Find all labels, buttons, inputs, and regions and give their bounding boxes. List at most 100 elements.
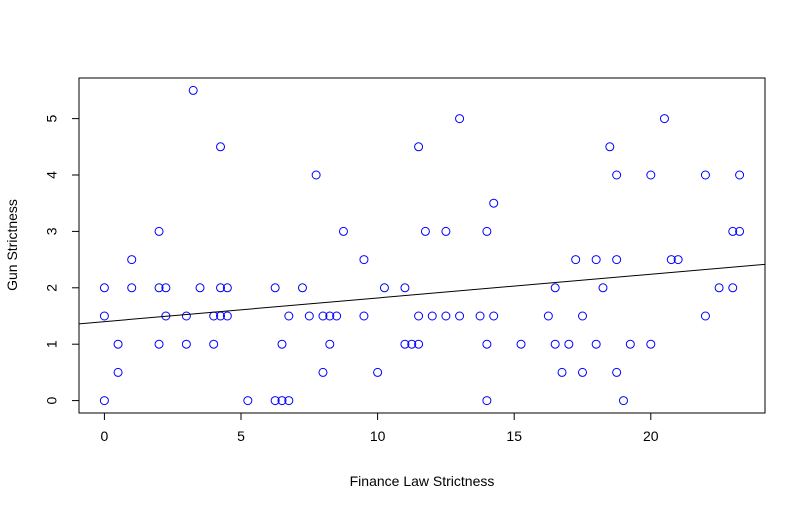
point (414, 142, 424, 152)
point (591, 339, 601, 349)
point (427, 311, 437, 321)
x-tick-label: 20 (643, 428, 659, 444)
point (591, 255, 601, 265)
point (332, 311, 342, 321)
point (99, 283, 109, 293)
y-tick-label: 2 (44, 284, 60, 292)
x-tick-label: 15 (506, 428, 522, 444)
point (666, 255, 676, 265)
point (99, 311, 109, 321)
point (325, 311, 335, 321)
point (735, 226, 745, 236)
point (700, 170, 710, 180)
point (612, 367, 622, 377)
point (625, 339, 635, 349)
trend-line (79, 263, 765, 325)
plot-frame (78, 77, 766, 414)
point (578, 367, 588, 377)
point (181, 339, 191, 349)
point (728, 226, 738, 236)
point (714, 283, 724, 293)
point (489, 198, 499, 208)
point (489, 311, 499, 321)
point (455, 114, 465, 124)
point (277, 396, 287, 406)
point (154, 226, 164, 236)
point (195, 283, 205, 293)
point (475, 311, 485, 321)
point (441, 226, 451, 236)
point (318, 311, 328, 321)
point (127, 255, 137, 265)
point (557, 367, 567, 377)
point (646, 339, 656, 349)
point (441, 311, 451, 321)
point (154, 283, 164, 293)
y-tick-label: 1 (44, 340, 60, 348)
point (113, 367, 123, 377)
x-tick-label: 5 (237, 428, 245, 444)
point (338, 226, 348, 236)
point (216, 142, 226, 152)
point (113, 339, 123, 349)
point (359, 311, 369, 321)
point (578, 311, 588, 321)
point (222, 311, 232, 321)
point (161, 283, 171, 293)
point (728, 283, 738, 293)
point (127, 283, 137, 293)
point (400, 283, 410, 293)
x-tick-label: 10 (370, 428, 386, 444)
point (564, 339, 574, 349)
point (612, 255, 622, 265)
point (543, 311, 553, 321)
y-tick-label: 5 (44, 115, 60, 123)
y-tick-label: 0 (44, 396, 60, 404)
y-tick-label: 3 (44, 227, 60, 235)
point (735, 170, 745, 180)
point (181, 311, 191, 321)
point (659, 114, 669, 124)
point (284, 396, 294, 406)
x-axis-label: Finance Law Strictness (350, 473, 495, 489)
point (359, 255, 369, 265)
x-tick-label: 0 (101, 428, 109, 444)
point (373, 367, 383, 377)
point (188, 85, 198, 95)
point (414, 339, 424, 349)
y-tick-label: 4 (44, 171, 60, 179)
point (482, 396, 492, 406)
point (216, 283, 226, 293)
point (516, 339, 526, 349)
point (550, 339, 560, 349)
point (297, 283, 307, 293)
point (325, 339, 335, 349)
point (407, 339, 417, 349)
point (270, 283, 280, 293)
point (284, 311, 294, 321)
point (482, 339, 492, 349)
point (700, 311, 710, 321)
point (222, 283, 232, 293)
point (612, 170, 622, 180)
point (550, 283, 560, 293)
point (618, 396, 628, 406)
point (646, 170, 656, 180)
point (455, 311, 465, 321)
point (243, 396, 253, 406)
point (400, 339, 410, 349)
point (598, 283, 608, 293)
point (673, 255, 683, 265)
point (304, 311, 314, 321)
point (482, 226, 492, 236)
point (571, 255, 581, 265)
point (311, 170, 321, 180)
point (277, 339, 287, 349)
point (318, 367, 328, 377)
point (605, 142, 615, 152)
point (209, 339, 219, 349)
point (379, 283, 389, 293)
point (99, 396, 109, 406)
point (154, 339, 164, 349)
